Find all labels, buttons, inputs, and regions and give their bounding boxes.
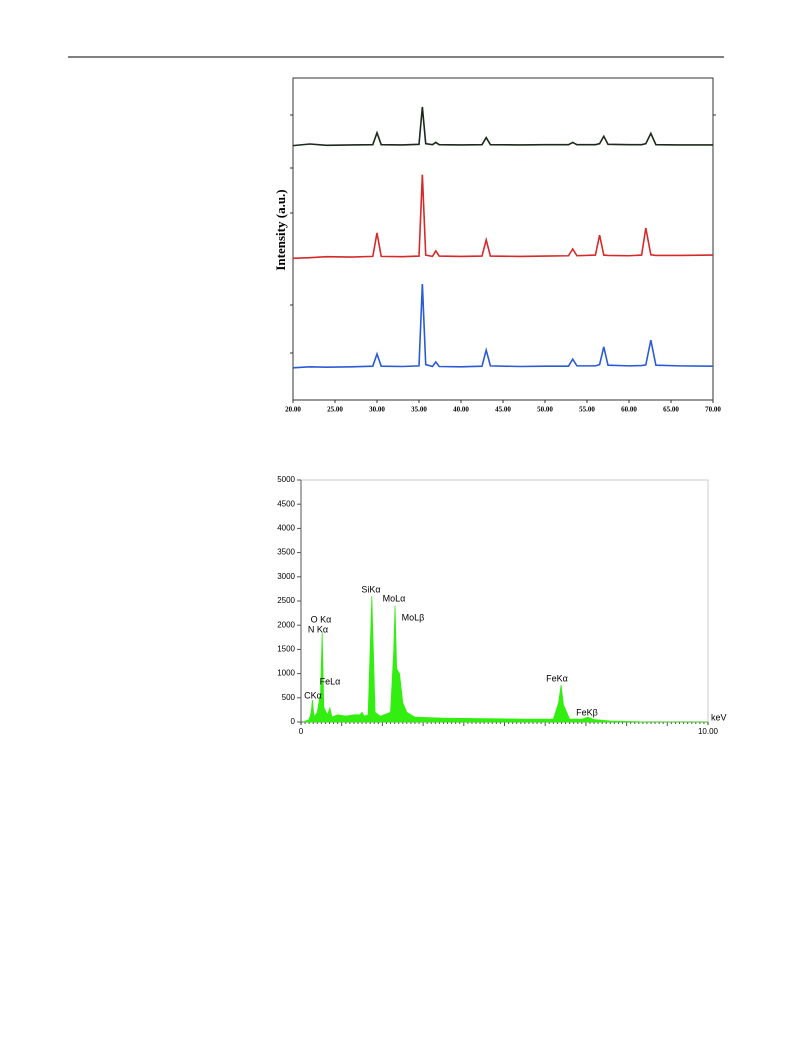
peak-label: FeKα [546, 673, 568, 683]
x-tick-label: 0 [299, 727, 304, 736]
peak-label: MoLβ [402, 612, 425, 622]
y-tick-label: 2500 [277, 596, 295, 605]
x-tick-label: 60.00 [621, 406, 637, 414]
y-tick-label: 500 [282, 693, 296, 702]
xrd-line [292, 284, 714, 369]
peak-label: CKα [304, 690, 322, 700]
xrd-line [292, 174, 714, 260]
peak-label: FeKβ [576, 707, 598, 717]
xrd-line [292, 106, 713, 147]
spectrum-area [302, 596, 708, 723]
peak-label: N Kα [308, 624, 328, 634]
x-tick-label: 70.00 [705, 406, 721, 414]
y-tick-label: 4000 [277, 524, 295, 533]
y-tick-label: 0 [291, 717, 296, 726]
y-tick-label: 3000 [277, 572, 295, 581]
x-tick-label: 20.00 [285, 406, 301, 414]
x-tick-label: 65.00 [663, 406, 679, 414]
y-axis-label: Intensity (a.u.) [273, 189, 288, 270]
y-tick-label: 1000 [277, 669, 295, 678]
x-tick-label: 10.00 [698, 727, 719, 736]
y-tick-label: 1500 [277, 645, 295, 654]
peak-label: FeLα [320, 676, 341, 686]
peak-label: O Kα [311, 614, 332, 624]
x-tick-label: 30.00 [369, 406, 385, 414]
y-tick-label: 5000 [277, 475, 295, 484]
xrd-frame [292, 77, 714, 401]
x-tick-label: 25.00 [327, 406, 343, 414]
x-tick-label: 55.00 [579, 406, 595, 414]
peak-label: MoLα [383, 593, 406, 603]
xrd-side-ticks [290, 114, 716, 354]
y-tick-label: 3500 [277, 548, 295, 557]
x-unit: keV [711, 712, 727, 722]
x-tick-label: 45.00 [495, 406, 511, 414]
y-tick-label: 2000 [277, 620, 295, 629]
x-tick-label: 50.00 [537, 406, 553, 414]
eds-frame [300, 479, 709, 723]
x-tick-label: 35.00 [411, 406, 427, 414]
peak-label: SiKα [361, 584, 380, 594]
x-tick-label: 40.00 [453, 406, 469, 414]
y-tick-label: 4500 [277, 499, 295, 508]
